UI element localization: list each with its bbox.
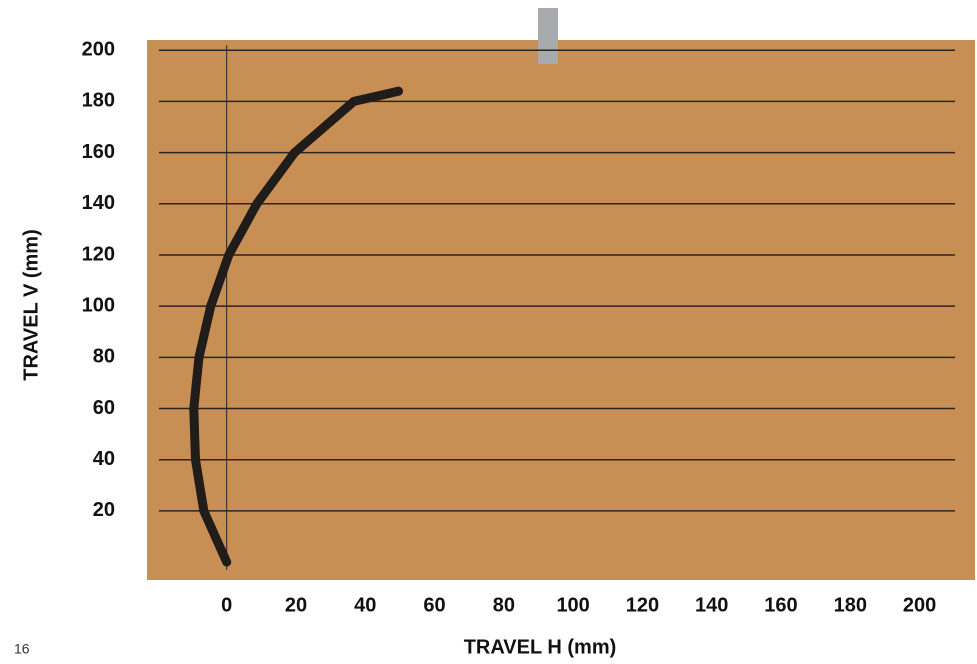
y-tick-label: 100 [82,294,115,316]
x-axis-title: TRAVEL H (mm) [464,636,617,658]
x-tick-label: 0 [221,594,232,616]
x-tick-label: 160 [764,594,797,616]
y-tick-label: 40 [93,448,115,470]
x-tick-label: 140 [695,594,728,616]
page-number: 16 [14,641,30,657]
x-tick-label: 100 [556,594,589,616]
x-tick-label: 60 [423,594,445,616]
travel-curve [189,86,404,567]
x-tick-label: 20 [285,594,307,616]
y-axis-title: TRAVEL V (mm) [20,229,42,381]
y-tick-label: 20 [93,499,115,521]
y-tick-label: 80 [93,346,115,368]
x-tick-label: 120 [626,594,659,616]
x-tick-label: 40 [354,594,376,616]
y-tick-label: 160 [82,141,115,163]
x-tick-label: 200 [903,594,936,616]
y-tick-label: 140 [82,192,115,214]
x-tick-label: 80 [493,594,515,616]
y-tick-label: 180 [82,90,115,112]
tape [538,8,558,64]
x-tick-label: 180 [834,594,867,616]
y-tick-label: 120 [82,243,115,265]
y-tick-label: 200 [82,39,115,61]
board [147,40,975,580]
y-tick-label: 60 [93,397,115,419]
